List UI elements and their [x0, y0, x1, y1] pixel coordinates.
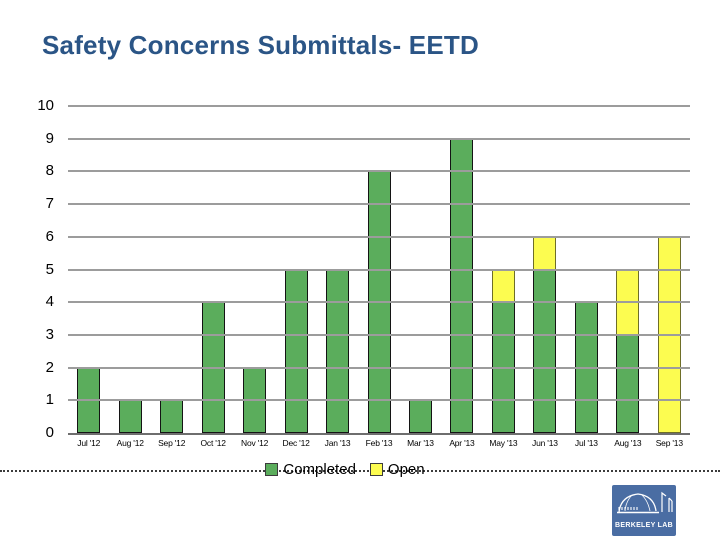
bar-segment-completed — [533, 269, 557, 433]
legend-label: Completed — [283, 461, 356, 478]
legend-item-completed: Completed — [265, 461, 356, 478]
x-tick-label: Dec '12 — [282, 438, 310, 448]
bar-segment-completed — [574, 302, 598, 433]
y-tick-label: 9 — [45, 129, 54, 147]
y-tick-label: 8 — [45, 162, 54, 180]
chart-legend: Completed Open — [0, 461, 705, 478]
bar-segment-completed — [450, 138, 474, 433]
y-tick-label: 10 — [37, 97, 54, 114]
bar-segment-open — [657, 236, 681, 433]
x-tick-label: Jan '13 — [324, 438, 351, 448]
page-title: Safety Concerns Submittals- EETD — [42, 30, 479, 60]
x-tick-label: Oct '12 — [200, 438, 226, 448]
bar-column — [566, 106, 607, 433]
bar-segment-completed — [616, 334, 640, 433]
bar-segment-completed — [243, 367, 267, 433]
bar-segment-completed — [118, 400, 142, 433]
y-tick-label: 0 — [45, 424, 54, 441]
bar-segment-open — [491, 269, 515, 303]
x-tick-label: Jul '13 — [574, 438, 598, 448]
x-tick-label: Aug '13 — [614, 438, 642, 448]
y-tick-label: 7 — [45, 195, 54, 213]
tower-icon — [661, 491, 673, 512]
y-axis-labels: 0 1 2 3 4 5 6 7 8 9 10 — [12, 98, 54, 441]
x-tick-label: Apr '13 — [449, 438, 475, 448]
bar-column — [483, 106, 524, 433]
bar-column — [400, 106, 441, 433]
legend-label: Open — [387, 461, 425, 478]
legend-open-swatch — [369, 463, 383, 476]
bar-column — [68, 106, 109, 433]
x-tick-label: Aug '12 — [116, 438, 144, 448]
y-tick-label: 4 — [45, 293, 54, 311]
x-tick-label: Mar '13 — [407, 438, 434, 448]
bar-column — [649, 106, 690, 433]
berkeley-lab-logo-image: BERKELEY LAB — [612, 485, 676, 536]
bar-segment-completed — [491, 302, 515, 433]
bar-column — [109, 106, 150, 433]
bar-segment-completed — [284, 269, 308, 433]
y-tick-label: 3 — [45, 325, 54, 343]
bar-column — [151, 106, 192, 433]
window-ticks-icon — [618, 507, 638, 510]
y-tick-label: 6 — [45, 227, 54, 245]
y-tick-label: 2 — [45, 358, 54, 376]
bar-segment-open — [533, 236, 557, 270]
bar-column — [317, 106, 358, 433]
x-tick-label: Sep '12 — [158, 438, 186, 448]
berkeley-lab-logo: BERKELEY LAB — [612, 485, 676, 536]
legend-item-open: Open — [369, 461, 425, 478]
x-tick-label: Feb '13 — [365, 438, 393, 448]
bar-column — [192, 106, 233, 433]
bar-segment-completed — [326, 269, 350, 433]
x-tick-label: May '13 — [489, 438, 518, 448]
legend-completed-swatch — [265, 463, 279, 476]
footer-dotted-line — [0, 470, 720, 472]
bar-segment-completed — [77, 367, 101, 433]
bar-segment-completed — [408, 400, 432, 433]
bar-column — [524, 106, 565, 433]
bar-column — [358, 106, 399, 433]
dome-icon — [618, 493, 657, 513]
x-tick-label: Jun '13 — [532, 438, 558, 448]
bar-segment-open — [616, 269, 640, 335]
x-axis-labels: Jul '12 Aug '12 Sep '12 Oct '12 Nov '12 Dec '… — [68, 438, 690, 448]
plot-area — [68, 105, 690, 435]
bar-column — [234, 106, 275, 433]
x-tick-label: Nov '12 — [241, 438, 269, 448]
bar-segment-completed — [201, 302, 225, 433]
y-tick-label: 1 — [45, 391, 54, 409]
bar-column — [607, 106, 648, 433]
bars-layer — [68, 106, 690, 433]
x-tick-label: Jul '12 — [77, 438, 101, 448]
logo-label: BERKELEY LAB — [615, 522, 673, 529]
y-tick-label: 5 — [45, 260, 54, 278]
bar-column — [275, 106, 316, 433]
x-tick-label: Sep '13 — [655, 438, 683, 448]
bar-segment-completed — [160, 400, 184, 433]
bar-segment-completed — [367, 171, 391, 433]
bar-column — [441, 106, 482, 433]
